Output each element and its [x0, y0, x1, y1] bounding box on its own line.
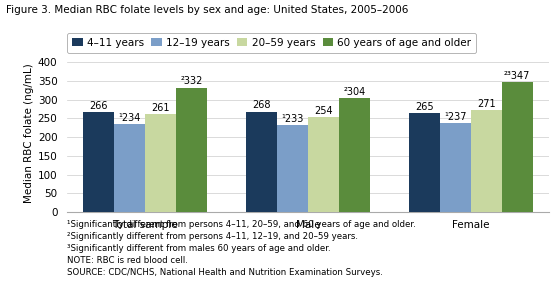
Text: ¹237: ¹237 [444, 112, 466, 122]
Bar [83, 112, 114, 212]
Text: ¹233: ¹233 [281, 114, 304, 124]
Text: ¹Significantly different from persons 4–11, 20–59, and 60 years of age and older: ¹Significantly different from persons 4–… [67, 220, 416, 229]
Text: ²304: ²304 [343, 87, 366, 97]
Bar [114, 124, 145, 212]
Text: 271: 271 [477, 99, 496, 109]
Text: 268: 268 [253, 100, 271, 110]
Text: ²³347: ²³347 [504, 71, 530, 81]
Text: NOTE: RBC is red blood cell.: NOTE: RBC is red blood cell. [67, 256, 188, 265]
Bar [440, 123, 471, 212]
Legend: 4–11 years, 12–19 years, 20–59 years, 60 years of age and older: 4–11 years, 12–19 years, 20–59 years, 60… [67, 32, 477, 53]
Bar [277, 125, 308, 212]
Text: ³Significantly different from males 60 years of age and older.: ³Significantly different from males 60 y… [67, 244, 331, 253]
Y-axis label: Median RBC folate (ng/mL): Median RBC folate (ng/mL) [24, 63, 34, 203]
Text: 265: 265 [415, 102, 433, 112]
Text: 266: 266 [90, 101, 108, 111]
Bar [471, 110, 502, 212]
Text: 254: 254 [314, 106, 333, 116]
Text: ²Significantly different from persons 4–11, 12–19, and 20–59 years.: ²Significantly different from persons 4–… [67, 232, 358, 241]
Bar [308, 117, 339, 212]
Text: 261: 261 [152, 103, 170, 113]
Bar [246, 112, 277, 212]
Text: ²332: ²332 [180, 76, 203, 86]
Bar [145, 114, 176, 212]
Text: Figure 3. Median RBC folate levels by sex and age: United States, 2005–2006: Figure 3. Median RBC folate levels by se… [6, 5, 408, 15]
Bar [339, 98, 370, 212]
Text: ¹234: ¹234 [119, 113, 141, 123]
Bar [409, 113, 440, 212]
Bar [502, 82, 533, 212]
Text: SOURCE: CDC/NCHS, National Health and Nutrition Examination Surveys.: SOURCE: CDC/NCHS, National Health and Nu… [67, 268, 383, 277]
Bar [176, 88, 207, 212]
